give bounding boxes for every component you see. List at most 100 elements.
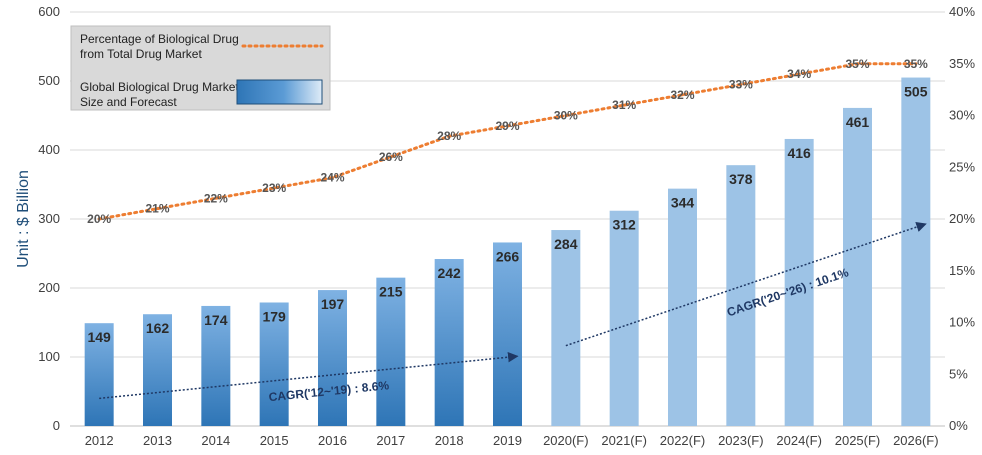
bar-value-label: 461 [846,114,870,130]
line-value-label: 26% [379,150,403,164]
line-point [214,196,218,200]
bar-value-label: 312 [612,217,636,233]
right-tick-label: 15% [949,263,975,278]
left-tick-label: 400 [38,142,60,157]
left-tick-label: 500 [38,73,60,88]
line-value-label: 31% [612,98,636,112]
x-tick-label: 2026(F) [893,433,939,448]
bar-value-label: 179 [262,308,286,324]
x-tick-label: 2016 [318,433,347,448]
bar [143,314,172,426]
bar-value-label: 149 [87,329,111,345]
x-tick-label: 2019 [493,433,522,448]
line-value-label: 24% [320,171,344,185]
legend: Percentage of Biological Drug from Total … [70,25,331,111]
bar [551,230,581,426]
line-value-label: 34% [787,67,811,81]
line-point [681,93,684,97]
line-value-label: 23% [262,181,286,195]
bar [376,277,406,426]
left-tick-label: 600 [38,4,60,19]
line-value-label: 20% [87,212,111,226]
x-tick-label: 2023(F) [718,433,764,448]
bar [784,138,814,426]
bar-value-label: 505 [904,84,928,100]
line-point [506,124,509,128]
x-axis-ticks: 2012 2013 2014 2015 2016 2017 2018 2019 2020(F) 2… [85,433,939,448]
line-point [797,72,801,76]
x-tick-label: 2021(F) [601,433,647,448]
bar [318,290,347,426]
bar-value-label: 344 [671,195,695,211]
line-value-label: 35% [904,57,928,71]
line-point [564,114,568,117]
y-axis-label: Unit : $ Billion [15,170,32,268]
bar [843,107,872,426]
right-tick-label: 35% [949,56,975,71]
x-tick-label: 2024(F) [776,433,822,448]
left-tick-label: 200 [38,280,60,295]
right-tick-label: 5% [949,366,968,381]
line-value-label: 33% [729,77,753,91]
right-tick-label: 30% [949,108,975,123]
line-value-label: 32% [670,88,694,102]
line-value-label: 29% [495,119,519,133]
line-series [97,62,918,221]
bar [201,305,231,426]
bar [434,259,464,426]
line-point [447,134,451,138]
right-tick-label: 40% [949,4,975,19]
line-point [856,62,859,66]
right-tick-label: 25% [949,159,975,174]
line-value-label: 30% [554,109,578,123]
line-point [272,186,276,190]
line-point [622,103,626,107]
line-point [914,62,918,66]
left-tick-label: 100 [38,349,60,364]
left-axis-ticks: 0 100 200 300 400 500 600 [38,4,60,433]
right-tick-label: 20% [949,211,975,226]
bar [609,210,639,426]
line-value-label: 22% [204,191,228,205]
bar [901,77,931,427]
legend-line-label: Percentage of Biological Drug from Total … [80,32,239,61]
bar-value-label: 174 [204,312,228,328]
cagr-arrow [565,221,927,347]
bar-value-label: 197 [321,296,345,312]
bar-series [84,77,931,427]
x-tick-label: 2017 [376,433,405,448]
right-tick-label: 0% [949,418,968,433]
x-tick-label: 2018 [435,433,464,448]
line-point [97,217,101,221]
x-tick-label: 2022(F) [660,433,706,448]
bar [668,188,697,426]
bar [84,323,114,426]
x-tick-label: 2012 [85,433,114,448]
bar-value-label: 416 [787,145,811,161]
bar-value-labels: 149 162 174 179 197 215 242 266 284 312 344 378 416 4… [87,84,927,346]
bar [493,242,522,426]
legend-bar-swatch [236,79,323,105]
bar [259,302,289,426]
bar-value-label: 215 [379,284,403,300]
x-tick-label: 2015 [260,433,289,448]
line-value-labels: 20% 21% 22% 23% 24% 26% 28% 29% 30% 31% 32% 33% 34% 3… [87,57,928,226]
bar-value-label: 162 [146,320,170,336]
bar-value-label: 378 [729,171,753,187]
x-tick-label: 2014 [201,433,230,448]
bar [726,165,756,426]
line-point [389,155,393,159]
x-tick-label: 2013 [143,433,172,448]
bar-value-label: 284 [554,236,578,252]
bar-value-label: 266 [496,248,520,264]
right-tick-label: 10% [949,315,975,330]
line-point [156,207,159,211]
line-value-label: 21% [145,202,169,216]
x-tick-label: 2025(F) [835,433,881,448]
x-tick-label: 2020(F) [543,433,589,448]
right-axis-ticks: 0% 5% 10% 15% 20% 25% 30% 35% 40% [949,4,975,433]
left-tick-label: 300 [38,211,60,226]
bar-value-label: 242 [437,265,461,281]
legend-bar-label: Global Biological Drug Market Size and Fo… [80,80,239,109]
